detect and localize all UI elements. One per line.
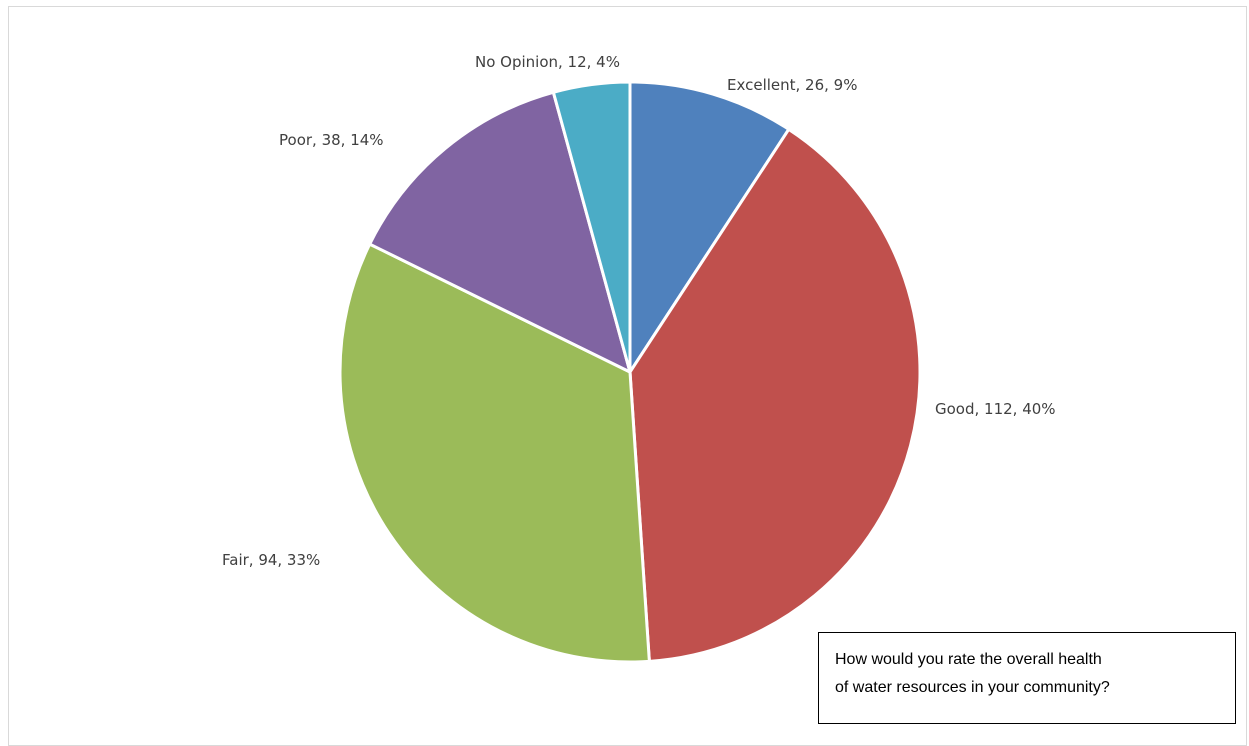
pie-slice-poor: [368, 90, 632, 374]
pie-slice-no-opinion: [551, 80, 632, 374]
question-line-1: How would you rate the overall health: [835, 651, 1102, 668]
data-label-no-opinion: No Opinion, 12, 4%: [475, 53, 620, 71]
data-label-poor: Poor, 38, 14%: [279, 131, 384, 149]
pie-slice-good: [628, 127, 922, 663]
question-line-2: of water resources in your community?: [835, 679, 1110, 696]
data-label-good: Good, 112, 40%: [935, 400, 1056, 418]
pie-slices: [338, 80, 922, 664]
pie-chart: Excellent, 26, 9% Good, 112, 40% Fair, 94,…: [222, 53, 1056, 664]
question-annotation: How would you rate the overall health of…: [818, 632, 1236, 724]
pie-slice-excellent: [628, 80, 791, 374]
pie-slice-fair: [338, 242, 651, 664]
chart-area: Excellent, 26, 9% Good, 112, 40% Fair, 94,…: [8, 6, 1247, 746]
data-label-excellent: Excellent, 26, 9%: [727, 76, 857, 94]
pie-labels: Excellent, 26, 9% Good, 112, 40% Fair, 94,…: [222, 53, 1056, 569]
data-label-fair: Fair, 94, 33%: [222, 551, 320, 569]
